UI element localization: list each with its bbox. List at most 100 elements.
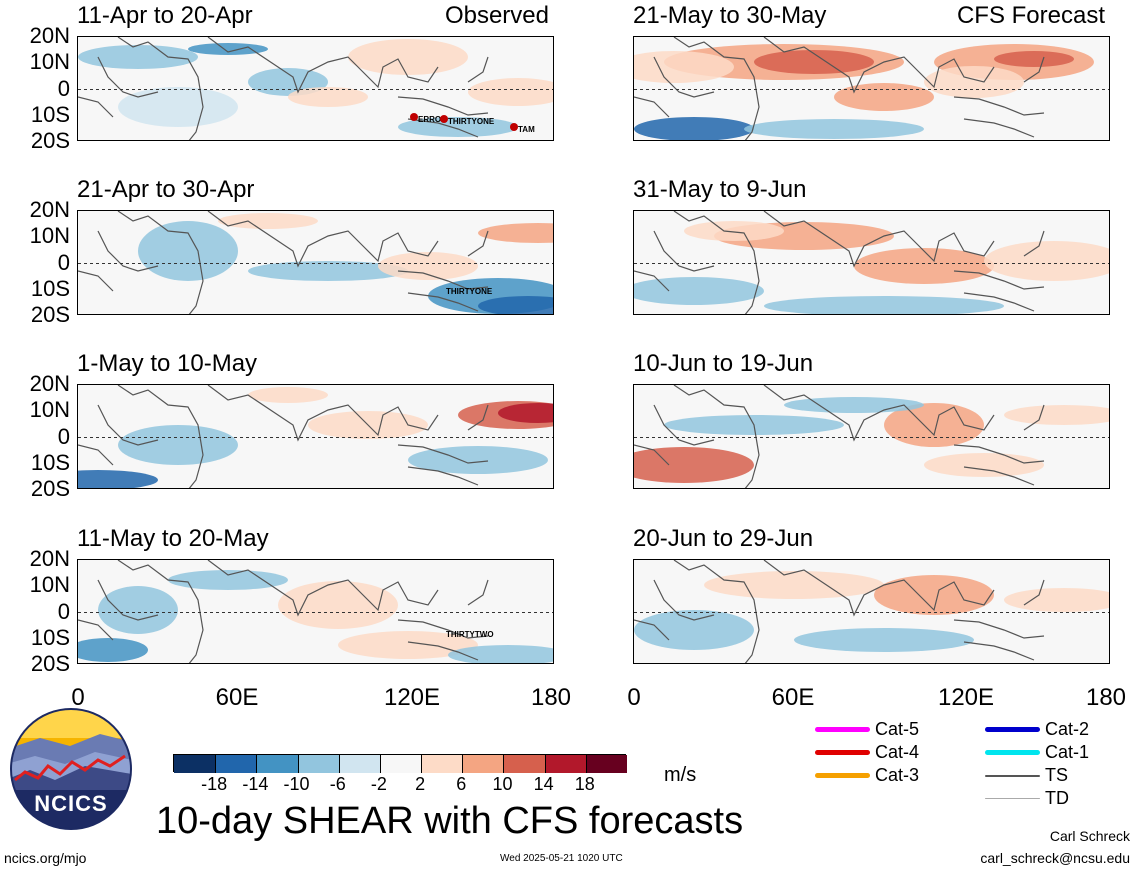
coastline bbox=[634, 385, 1045, 488]
legend-line-cat-3 bbox=[815, 773, 870, 778]
storm-label-thirtyone: THIRTYONE bbox=[448, 117, 495, 126]
lon-label-left-180: 180 bbox=[530, 684, 572, 711]
left-map-panel-3 bbox=[77, 384, 554, 489]
shear-field bbox=[78, 560, 553, 663]
colorbar-tick-label: -18 bbox=[201, 774, 228, 794]
colorbar-swatch bbox=[379, 755, 422, 773]
lat-label: 10S bbox=[30, 624, 70, 650]
left-panel-title-3: 1-May to 10-May bbox=[77, 350, 258, 377]
legend-label-cat-1: Cat-1 bbox=[1045, 742, 1090, 762]
left-map-panel-1: ERROL THIRTYONE TAM bbox=[77, 36, 554, 141]
url-text: ncics.org/mjo bbox=[4, 850, 87, 866]
lat-label: 10S bbox=[30, 275, 70, 301]
lat-label: 0 bbox=[57, 249, 70, 275]
lon-label-left-0: 0 bbox=[71, 684, 85, 711]
shear-field bbox=[634, 37, 1109, 140]
lat-label: 0 bbox=[57, 75, 70, 101]
right-panel-title-2: 31-May to 9-Jun bbox=[633, 176, 807, 203]
logo-text: NCICS bbox=[34, 791, 108, 816]
lat-label: 0 bbox=[57, 598, 70, 624]
storm-label-thirtytwo: THIRTYTWO bbox=[446, 630, 494, 639]
lat-label: 20S bbox=[30, 128, 70, 153]
colorbar-swatch bbox=[256, 755, 298, 773]
right-panel-title-3: 10-Jun to 19-Jun bbox=[633, 350, 814, 377]
storm-label-errol: ERROL bbox=[418, 115, 446, 124]
legend-line-td bbox=[985, 798, 1040, 799]
author-email: carl_schreck@ncsu.edu bbox=[980, 850, 1130, 866]
coastline bbox=[634, 37, 1045, 140]
lat-label: 10N bbox=[29, 49, 70, 75]
right-map-panel-3 bbox=[633, 384, 1110, 489]
shear-field bbox=[78, 37, 553, 140]
timestamp: Wed 2025-05-21 1020 UTC bbox=[500, 853, 623, 864]
colorbar-tick-label: -2 bbox=[370, 774, 387, 794]
right-map-panel-1 bbox=[633, 36, 1110, 141]
coastline bbox=[78, 385, 489, 488]
legend-line-ts bbox=[985, 775, 1040, 777]
storm-label-thirtyone: THIRTYONE bbox=[446, 287, 493, 296]
coastline bbox=[634, 560, 1045, 663]
lat-label: 20N bbox=[29, 197, 70, 222]
colorbar-swatch bbox=[338, 755, 380, 773]
colorbar-swatch bbox=[297, 755, 339, 773]
right-map-panel-2 bbox=[633, 210, 1110, 315]
lat-label: 0 bbox=[57, 423, 70, 449]
legend-label-cat-5: Cat-5 bbox=[875, 719, 920, 739]
coastline bbox=[78, 560, 489, 663]
colorbar-tick-label: -6 bbox=[329, 774, 346, 794]
legend-line-cat-5 bbox=[815, 727, 870, 732]
shear-field bbox=[78, 211, 553, 314]
colorbar-tick-label: 14 bbox=[533, 774, 554, 794]
colorbar bbox=[173, 754, 627, 773]
lat-label: 20S bbox=[30, 651, 70, 676]
lat-label: 20N bbox=[29, 546, 70, 571]
lon-label-right-0: 0 bbox=[627, 684, 641, 711]
colorbar-tick-label: -14 bbox=[242, 774, 269, 794]
coastline bbox=[634, 211, 1045, 314]
lat-label: 20S bbox=[30, 302, 70, 327]
shear-field bbox=[634, 560, 1109, 663]
left-map-panel-4: THIRTYTWO bbox=[77, 559, 554, 664]
shear-field bbox=[78, 385, 553, 488]
left-panel-title-4: 11-May to 20-May bbox=[77, 525, 269, 552]
colorbar-tick-label: 10 bbox=[492, 774, 513, 794]
colorbar-swatch bbox=[462, 755, 504, 773]
colorbar-swatch bbox=[421, 755, 463, 773]
colorbar-unit: m/s bbox=[664, 764, 697, 786]
lat-label: 10S bbox=[30, 449, 70, 475]
colorbar-swatch bbox=[174, 755, 216, 773]
lat-label: 10N bbox=[29, 572, 70, 598]
legend-label-cat-2: Cat-2 bbox=[1045, 719, 1090, 739]
legend-line-cat-1 bbox=[985, 750, 1040, 755]
left-map-panel-2: THIRTYONE bbox=[77, 210, 554, 315]
right-panel-tag: CFS Forecast bbox=[956, 2, 1105, 29]
lat-label: 20N bbox=[29, 371, 70, 396]
legend-line-cat-2 bbox=[985, 727, 1040, 732]
left-panel-tag: Observed bbox=[444, 2, 549, 29]
author-name: Carl Schreck bbox=[1049, 828, 1130, 844]
main-title: 10-day SHEAR with CFS forecasts bbox=[156, 800, 744, 842]
left-panel-title-1: 11-Apr to 20-Apr bbox=[77, 2, 253, 29]
colorbar-tick-label: -10 bbox=[283, 774, 310, 794]
colorbar-tick-label: 18 bbox=[574, 774, 595, 794]
lat-label: 10N bbox=[29, 397, 70, 423]
coastline bbox=[78, 37, 489, 140]
cyclone-icon bbox=[410, 113, 418, 121]
legend-label-cat-4: Cat-4 bbox=[875, 742, 920, 762]
colorbar-tick-label: 2 bbox=[415, 774, 426, 794]
lon-label-right-180: 180 bbox=[1085, 684, 1127, 711]
cyclone-icon bbox=[440, 115, 448, 123]
colorbar-swatch bbox=[585, 755, 627, 773]
ncics-logo: NCICS bbox=[10, 708, 132, 830]
cyclone-icon bbox=[510, 123, 518, 131]
colorbar-swatch bbox=[503, 755, 545, 773]
shear-field bbox=[634, 211, 1109, 314]
right-panel-title-1: 21-May to 30-May bbox=[633, 2, 827, 29]
lon-label-right-120e: 120E bbox=[937, 684, 995, 711]
colorbar-swatch bbox=[215, 755, 257, 773]
legend-label-cat-3: Cat-3 bbox=[875, 765, 920, 785]
colorbar-tick-label: 6 bbox=[456, 774, 467, 794]
legend-label-ts: TS bbox=[1045, 765, 1069, 785]
lat-label: 10S bbox=[30, 101, 70, 127]
right-panel-title-4: 20-Jun to 29-Jun bbox=[633, 525, 814, 552]
